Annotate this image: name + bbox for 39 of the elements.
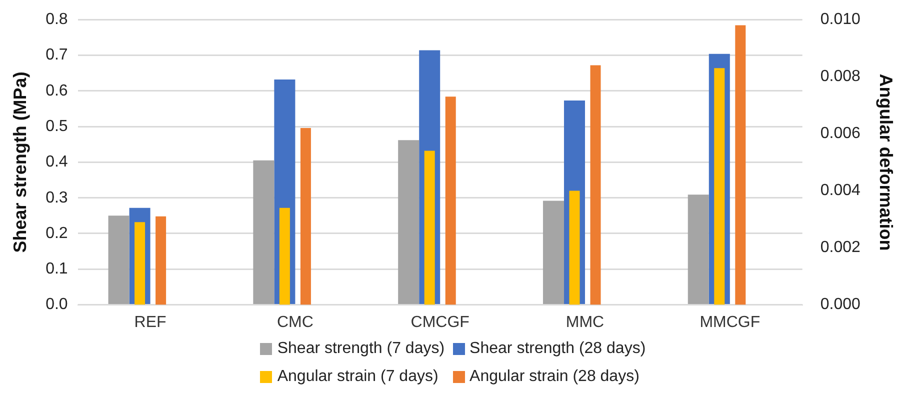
bar	[424, 150, 435, 305]
x-tick-label: CMCGF	[410, 314, 470, 331]
bar	[445, 96, 456, 305]
y2-tick-label: 0.010	[820, 11, 860, 28]
legend-label: Shear strength (7 days)	[276, 340, 445, 358]
bar	[735, 25, 746, 305]
y-tick-label: 0.2	[46, 224, 68, 242]
y2-tick-label: 0.000	[820, 296, 860, 314]
x-tick-label: MMCGF	[700, 314, 760, 331]
bar	[569, 190, 580, 305]
bar	[688, 194, 709, 304]
legend-label: Shear strength (28 days)	[468, 340, 646, 358]
y-tick-label: 0.4	[46, 154, 68, 171]
legend-label: Angular strain (28 days)	[468, 368, 640, 386]
x-tick-label: REF	[134, 314, 167, 331]
bar	[279, 208, 290, 305]
y-tick-label: 0.8	[46, 11, 68, 28]
bar	[108, 216, 130, 304]
bar	[253, 160, 274, 304]
bar	[300, 128, 311, 305]
y2-tick-label: 0.002	[820, 239, 860, 256]
x-tick-label: MMC	[566, 314, 604, 331]
legend-label: Angular strain (7 days)	[276, 368, 440, 386]
bar	[590, 65, 601, 305]
y-tick-label: 0.7	[46, 46, 68, 64]
y-tick-label: 0.6	[46, 82, 68, 100]
y-tick-label: 0.5	[46, 118, 68, 135]
bar	[398, 140, 420, 304]
y2-tick-label: 0.008	[820, 68, 860, 86]
y-axis-title: Shear strength (MPa)	[10, 72, 30, 253]
y2-tick-label: 0.006	[820, 125, 860, 142]
bar	[156, 216, 166, 305]
y2-axis-title: Angular deformation	[876, 74, 896, 251]
y-tick-label: 0.3	[46, 189, 68, 206]
y-tick-label: 0.1	[46, 260, 68, 278]
y-tick-label: 0.0	[46, 296, 68, 314]
y2-tick-label: 0.004	[820, 182, 860, 200]
x-tick-label: CMC	[276, 314, 314, 331]
bar	[542, 200, 564, 304]
